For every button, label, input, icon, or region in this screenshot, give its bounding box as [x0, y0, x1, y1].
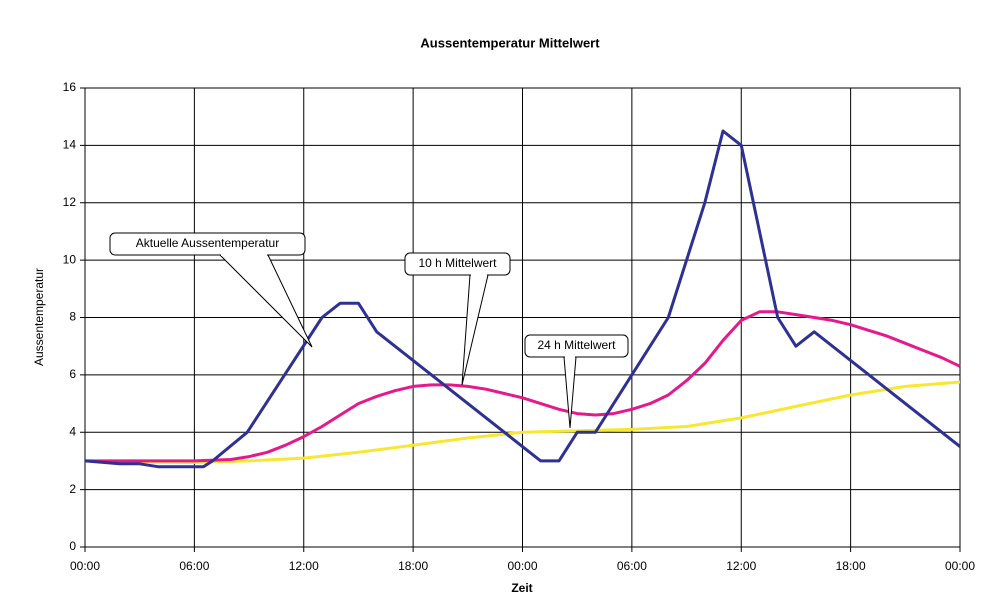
x-tick-label: 12:00 — [289, 559, 319, 573]
y-tick-label: 6 — [69, 367, 76, 381]
callout-box — [404, 252, 511, 276]
callout-box — [524, 334, 629, 358]
x-tick-label: 00:00 — [70, 559, 100, 573]
callout-label: Aktuelle Aussentemperatur — [136, 236, 279, 250]
y-tick-label: 12 — [63, 195, 77, 209]
y-axis-label: Aussentemperatur — [32, 268, 46, 366]
x-tick-label: 06:00 — [179, 559, 209, 573]
x-axis-label: Zeit — [511, 581, 532, 595]
x-tick-label: 00:00 — [945, 559, 975, 573]
y-tick-label: 14 — [63, 138, 77, 152]
callout-pointer — [563, 356, 577, 429]
y-tick-label: 8 — [69, 310, 76, 324]
x-tick-label: 06:00 — [617, 559, 647, 573]
series-line — [85, 310, 961, 463]
y-tick-label: 2 — [69, 482, 76, 496]
y-tick-label: 10 — [63, 252, 77, 266]
callout-label: 24 h Mittelwert — [537, 338, 616, 352]
plot-frame — [84, 87, 961, 548]
callout-box — [109, 232, 306, 256]
chart-title: Aussentemperatur Mittelwert — [420, 35, 600, 50]
x-tick-label: 12:00 — [726, 559, 756, 573]
x-tick-label: 18:00 — [836, 559, 866, 573]
series-line — [84, 129, 961, 469]
x-tick-label: 18:00 — [398, 559, 428, 573]
x-tick-label: 00:00 — [507, 559, 537, 573]
y-tick-label: 0 — [69, 539, 76, 553]
y-tick-label: 4 — [69, 424, 76, 438]
y-tick-label: 16 — [63, 80, 77, 94]
callout-pointer — [461, 274, 489, 386]
series-line — [84, 380, 961, 464]
callout-pointer — [218, 254, 313, 348]
callout-label: 10 h Mittelwert — [418, 256, 497, 270]
